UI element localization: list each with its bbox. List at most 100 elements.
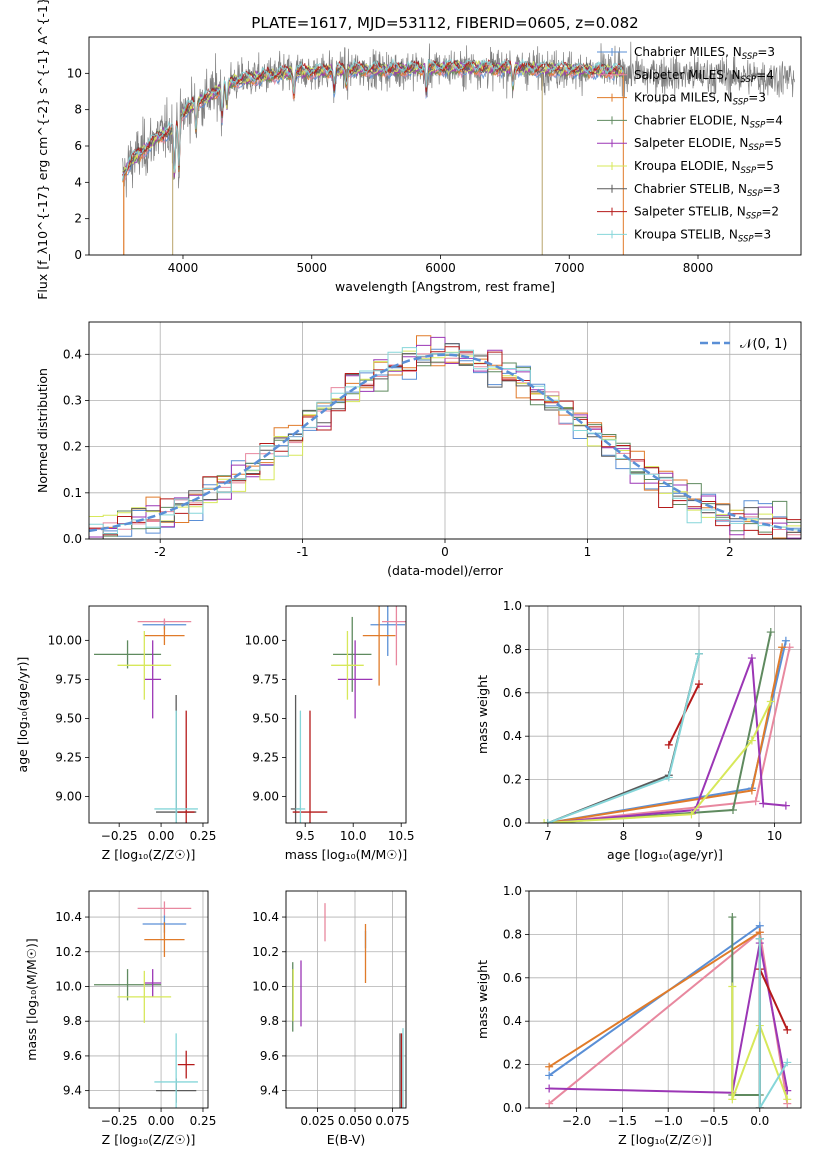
y-axis-label: age [log₁₀(age/yr)] [15, 657, 30, 773]
y-axis-label: mass weight [475, 675, 490, 754]
legend-subscript: SSP [750, 120, 766, 130]
y-tick-label: 0.6 [503, 971, 522, 985]
y-tick-label: 0.0 [503, 1101, 522, 1115]
x-tick-label: 0.050 [338, 1114, 372, 1128]
y-tick-label: 9.50 [252, 711, 279, 725]
x-tick-label: 0.25 [190, 1114, 217, 1128]
x-tick-label: 0.00 [148, 829, 175, 843]
x-tick-label: 5000 [296, 261, 327, 275]
error-bar-point [94, 969, 162, 1001]
legend-text: Chabrier STELIB, N [634, 182, 747, 196]
plot-area [545, 913, 792, 1108]
x-tick-label: -1 [297, 545, 309, 559]
y-tick-label: 0.6 [503, 686, 522, 700]
legend-label: 𝒩(0, 1) [740, 337, 787, 352]
mass-weight-marker [545, 1084, 554, 1093]
mass-weight-marker [545, 1062, 554, 1071]
y-tick-label: 9.75 [252, 672, 279, 686]
x-tick-label: 6000 [425, 261, 456, 275]
model-fit-line [122, 59, 624, 173]
mass-weight-marker [687, 810, 696, 819]
mass-vs-metallicity-chart: −0.25 0.00 0.25 9.4 9.6 9.8 10.0 10.2 10.4 Z [log… [24, 890, 217, 1147]
y-tick-label: 8 [74, 103, 82, 117]
legend-label: Chabrier ELODIE, NSSP=4 [634, 113, 783, 130]
plot-area [89, 335, 801, 539]
mass-weight-marker [781, 801, 790, 810]
y-axis-label: mass [log₁₀(M/M☉)] [24, 938, 39, 1060]
x-tick-label: 0.075 [375, 1114, 409, 1128]
mass-weight-marker [755, 934, 764, 943]
x-axis-label: E(B-V) [327, 1132, 366, 1147]
y-tick-label: 0.2 [503, 773, 522, 787]
error-bar-point [292, 710, 328, 823]
x-axis-label: wavelength [Angstrom, rest frame] [335, 279, 555, 294]
error-bar-point [144, 626, 185, 646]
x-axis-label: mass [log₁₀(M/M☉)] [285, 847, 407, 862]
x-tick-label: 0 [441, 545, 449, 559]
plot-frame [285, 890, 407, 1109]
mass-weight-marker [785, 643, 794, 652]
legend-subscript: SSP [738, 234, 754, 244]
mass-weight-marker [695, 649, 703, 658]
legend-label: Kroupa STELIB, NSSP=3 [634, 227, 771, 244]
legend-text: Salpeter STELIB, N [634, 205, 746, 219]
y-tick-label: 1.0 [503, 599, 522, 613]
x-tick-label: 10.5 [388, 829, 415, 843]
normal-curve-line [89, 353, 801, 533]
mass-weight-line [758, 968, 789, 1031]
weight-vs-metallicity-chart: −2.0 −1.5 −1.0 −0.5 0.0 0.0 0.2 0.4 0.6 0.8 1.0 Z [… [475, 884, 802, 1147]
error-bar-point [331, 630, 364, 700]
error-bar-point [370, 606, 406, 656]
mass-weight-line [544, 701, 772, 823]
x-tick-label: 0.00 [148, 1114, 175, 1128]
y-tick-label: 2 [74, 212, 82, 226]
mass-weight-marker [747, 736, 756, 745]
y-tick-label: 0 [74, 248, 82, 262]
x-tick-label: 8 [620, 829, 628, 843]
error-bar-point [154, 1033, 198, 1108]
legend-subscript: SSP [733, 98, 749, 108]
error-bar-point [333, 616, 372, 692]
chart-title: PLATE=1617, MJD=53112, FIBERID=0605, z=0… [251, 14, 638, 32]
plot-area [94, 618, 198, 823]
error-bar-point [144, 640, 162, 719]
x-tick-label: −1.5 [608, 1114, 637, 1128]
y-tick-label: 10.00 [245, 633, 279, 647]
residuals-chart: -2 -1 0 1 2 0.0 0.1 0.2 0.3 0.4 (data-model)/error… [35, 321, 802, 578]
x-axis-label: age [log₁₀(age/yr)] [607, 847, 723, 862]
mass-weight-line [549, 942, 789, 1094]
error-bar-point [144, 922, 185, 957]
spectrum-chart: 4000 5000 6000 7000 8000 0 2 4 6 8 10 wavelength [A… [35, 0, 802, 300]
y-tick-label: 10.4 [55, 910, 82, 924]
legend-subscript: SSP [748, 143, 764, 153]
y-tick-label: 6 [74, 139, 82, 153]
legend-value: =3 [754, 227, 772, 241]
x-tick-label: 0.025 [300, 1114, 334, 1128]
legend-text: Chabrier MILES, N [634, 45, 742, 59]
legend-value: =5 [756, 159, 774, 173]
mass-weight-marker [540, 819, 549, 823]
legend-value: =4 [756, 68, 774, 82]
weight-vs-age-chart: 7 8 9 10 0.0 0.2 0.4 0.6 0.8 1.0 age [log₁₀(age/yr… [475, 599, 802, 862]
model-fit-line [122, 63, 624, 180]
plot-frame [88, 321, 802, 540]
y-tick-label: 1.0 [503, 884, 522, 898]
error-bar-point [177, 1050, 195, 1079]
x-tick-label: 0.0 [750, 1114, 769, 1128]
y-tick-label: 9.25 [55, 750, 82, 764]
mass-weight-marker [545, 1071, 554, 1080]
legend-subscript: SSP [747, 189, 763, 199]
mass-weight-marker [751, 797, 760, 806]
y-tick-label: 9.50 [55, 711, 82, 725]
x-tick-label: -2 [154, 545, 166, 559]
legend-label: Chabrier MILES, NSSP=3 [634, 45, 775, 62]
x-tick-label: −0.25 [101, 829, 138, 843]
observed-spectrum-line [122, 41, 795, 198]
y-tick-label: 0.3 [63, 393, 82, 407]
mass-weight-marker [783, 1058, 792, 1067]
mass-weight-marker [766, 697, 775, 706]
y-tick-label: 9.4 [63, 1084, 82, 1098]
plot-area [292, 903, 404, 1108]
y-tick-label: 0.4 [503, 729, 522, 743]
x-tick-label: 0.25 [190, 829, 217, 843]
